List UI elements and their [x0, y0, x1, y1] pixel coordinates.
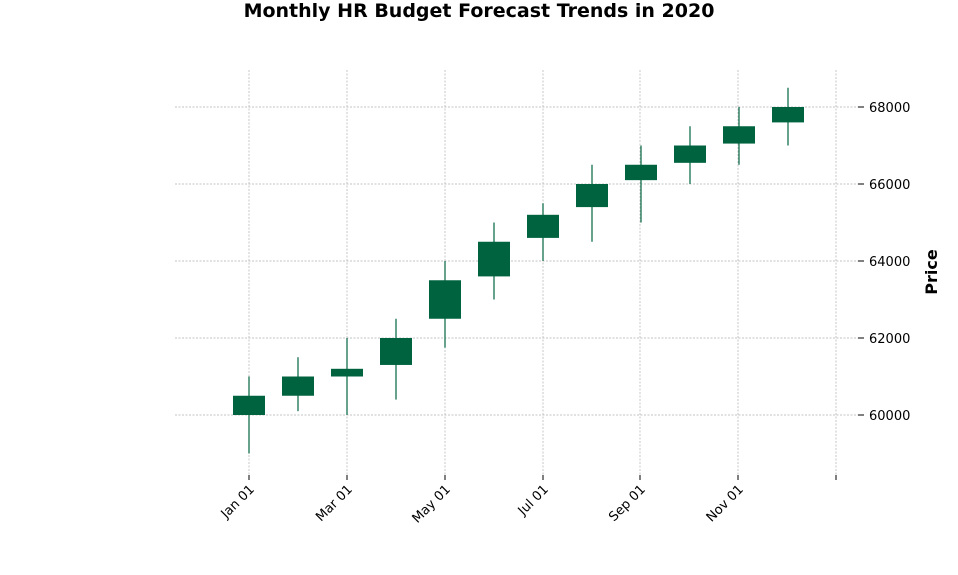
- candle-body: [723, 126, 755, 144]
- y-tick-label: 66000: [869, 178, 910, 193]
- x-tick-label: Jul 01: [515, 482, 552, 519]
- y-tick-label: 60000: [869, 409, 910, 424]
- chart-title: Monthly HR Budget Forecast Trends in 202…: [243, 0, 715, 22]
- candle-body: [772, 107, 804, 123]
- candle-body: [233, 395, 265, 415]
- candle-body: [576, 184, 608, 208]
- candles: [233, 87, 804, 454]
- candle-body: [625, 164, 657, 181]
- x-axis-ticks: Jan 01 Mar 01 May 01 Jul 01 Sep 01 Nov 01: [218, 475, 837, 526]
- y-axis-ticks: 60000 62000 64000 66000 68000: [858, 101, 910, 424]
- y-tick-label: 68000: [869, 101, 910, 116]
- candle-body: [380, 338, 412, 365]
- candle-body: [478, 241, 510, 277]
- y-tick-label: 64000: [869, 255, 910, 270]
- y-axis-label: Price: [922, 249, 941, 295]
- candle-body: [527, 214, 559, 238]
- candle-body: [429, 280, 461, 319]
- candle-body: [282, 376, 314, 396]
- grid: [175, 70, 858, 475]
- x-tick-label: Nov 01: [704, 482, 747, 525]
- x-tick-label: Jan 01: [218, 482, 258, 522]
- candle-body: [674, 145, 706, 163]
- x-tick-label: May 01: [410, 482, 454, 526]
- candle-body: [331, 368, 363, 377]
- y-tick-label: 62000: [869, 332, 910, 347]
- x-tick-label: Sep 01: [606, 482, 649, 525]
- x-tick-label: Mar 01: [313, 482, 356, 525]
